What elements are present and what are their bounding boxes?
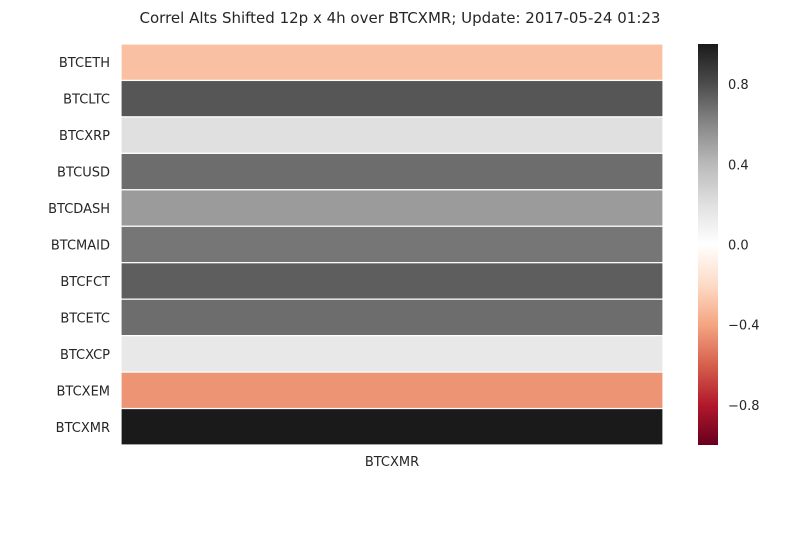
column-tick-labels: BTCXMR: [365, 455, 419, 470]
heatmap-cell-btcxrp-btcxmr: [120, 116, 664, 154]
colorbar-ticks: 0.8 0.4 0.0 −0.4 −0.8: [728, 78, 760, 414]
colorbar-tick-label: 0.0: [728, 239, 749, 254]
colorbar-tick-label: −0.4: [728, 319, 760, 334]
heatmap-cells: [120, 43, 664, 446]
row-label-btceth: BTCETH: [59, 56, 110, 71]
heatmap-cell-btcxcp-btcxmr: [120, 335, 664, 373]
chart-title: Correl Alts Shifted 12p x 4h over BTCXMR…: [140, 9, 661, 27]
heatmap-cell-btcltc-btcxmr: [120, 79, 664, 118]
row-label-btcdash: BTCDASH: [48, 202, 110, 217]
heatmap-cell-btcusd-btcxmr: [120, 152, 664, 191]
colorbar-tick-label: −0.8: [728, 399, 760, 414]
heatmap-cell-btceth-btcxmr: [120, 43, 664, 82]
heatmap-cell-btcdash-btcxmr: [120, 189, 664, 227]
heatmap-cell-btcmaid-btcxmr: [120, 225, 664, 264]
colorbar-tick-label: 0.4: [728, 158, 749, 173]
row-label-btcxmr: BTCXMR: [56, 421, 110, 436]
heatmap-cell-btcetc-btcxmr: [120, 298, 664, 337]
heatmap-cell-btcxem-btcxmr: [120, 371, 664, 410]
heatmap-cell-btcxmr-btcxmr: [120, 407, 664, 446]
row-label-btcmaid: BTCMAID: [51, 239, 110, 254]
row-label-btcxrp: BTCXRP: [59, 129, 110, 144]
colorbar-tick-label: 0.8: [728, 78, 749, 93]
row-tick-labels: BTCETH BTCLTC BTCXRP BTCUSD BTCDASH BTCMAID BT…: [48, 56, 110, 436]
row-label-btcxcp: BTCXCP: [60, 348, 110, 363]
row-label-btcltc: BTCLTC: [63, 93, 110, 108]
row-label-btcusd: BTCUSD: [57, 166, 110, 181]
heatmap-cell-btcfct-btcxmr: [120, 262, 664, 300]
row-label-btcetc: BTCETC: [60, 311, 110, 326]
colorbar: [698, 44, 718, 445]
row-label-btcxem: BTCXEM: [56, 384, 110, 399]
row-label-btcfct: BTCFCT: [60, 275, 110, 290]
column-label-btcxmr: BTCXMR: [365, 455, 419, 470]
